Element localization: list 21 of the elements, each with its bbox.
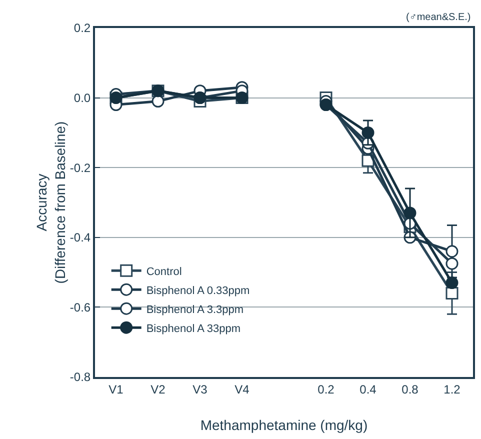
legend-label: Bisphenol A 0.33ppm <box>146 284 250 297</box>
legend-label: Bisphenol A 3.3ppm <box>146 304 244 316</box>
y-tick-label: 0.2 <box>74 21 91 36</box>
x-axis-title: Methamphetamine (mg/kg) <box>200 417 368 433</box>
y-tick-label: -0.2 <box>70 160 91 175</box>
x-tick-label: 0.8 <box>402 382 419 396</box>
y-tick-label: -0.8 <box>70 370 91 384</box>
x-tick-label: 0.2 <box>318 382 335 396</box>
y-tick-label: 0.0 <box>74 91 91 105</box>
x-tick-label: V4 <box>234 382 250 396</box>
y-tick-label: -0.4 <box>70 230 91 245</box>
x-tick-label: V2 <box>150 382 166 396</box>
x-tick-label: V3 <box>192 382 208 396</box>
x-tick-label: 1.2 <box>444 382 461 396</box>
x-tick-label: V1 <box>108 382 124 396</box>
text: (♂mean&S.E.) <box>406 12 471 23</box>
legend-label: Bisphenol A 33ppm <box>146 322 241 335</box>
y-axis-title: Accuracy (Difference from Baseline) <box>34 121 68 284</box>
y-tick-label: -0.6 <box>70 300 91 314</box>
legend-label: Control <box>146 266 182 278</box>
x-tick-label: 0.4 <box>360 382 377 396</box>
